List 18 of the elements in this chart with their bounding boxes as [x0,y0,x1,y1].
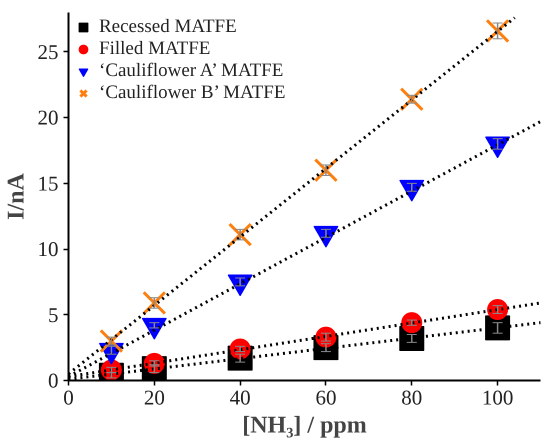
y-tick-label: 5 [48,302,58,327]
x-tick-label: 20 [144,386,165,410]
x-tick-label: 80 [401,386,422,410]
x-tick-label: 60 [315,386,336,410]
legend-label: Filled MATFE [99,38,210,60]
y-tick-label: 15 [38,171,58,196]
legend-label: ‘Cauliflower B’ MATFE [99,82,286,104]
legend-label: ‘Cauliflower A’ MATFE [99,60,284,82]
x-axis-title: [NH₃] / ppm [242,412,367,438]
y-tick-label: 10 [38,237,58,262]
y-tick-label: 20 [38,106,58,130]
y-tick-label: 0 [48,368,58,392]
y-axis-title: I/nA [4,172,30,220]
x-tick-label: 0 [63,386,74,410]
x-tick-label: 40 [230,386,251,410]
legend-label: Recessed MATFE [99,16,237,38]
x-tick-label: 100 [482,386,514,410]
y-tick-label: 25 [38,40,58,64]
